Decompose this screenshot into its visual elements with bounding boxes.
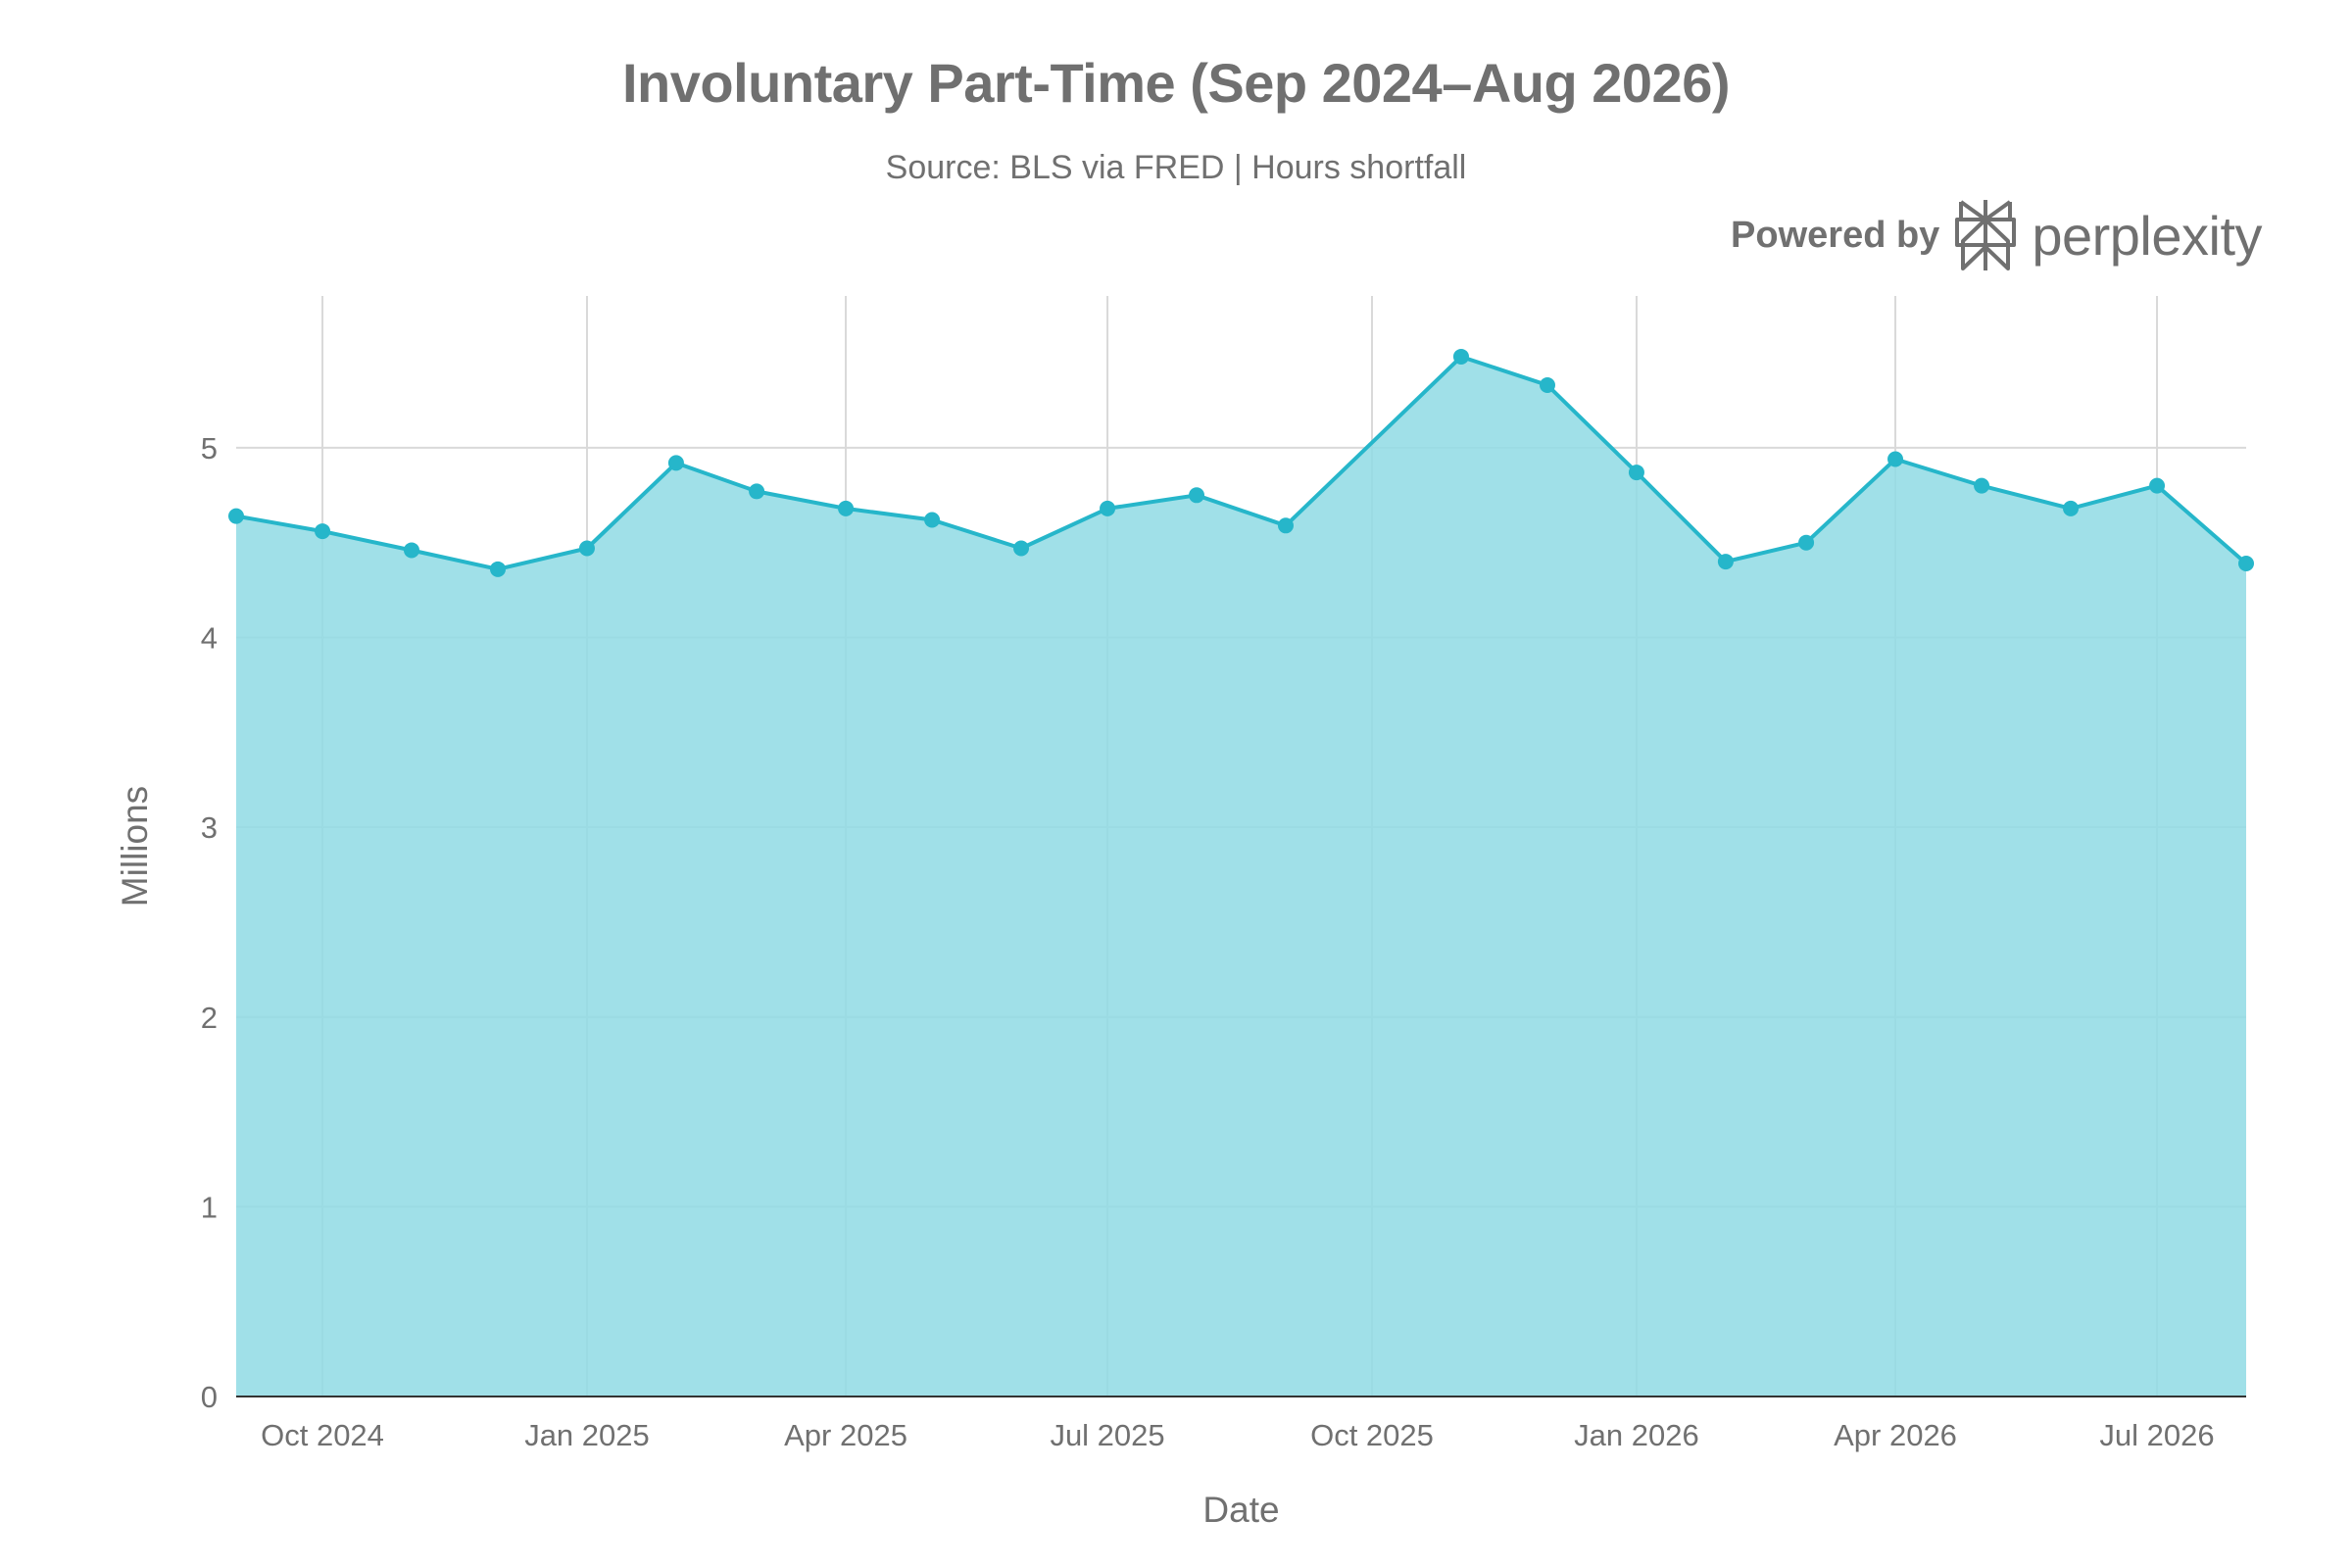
data-point — [749, 483, 765, 500]
data-point — [1277, 517, 1294, 534]
data-point — [1717, 554, 1734, 570]
data-point — [578, 540, 595, 557]
y-tick-label: 1 — [201, 1190, 218, 1224]
data-point — [403, 542, 419, 559]
data-point — [1013, 540, 1030, 557]
x-tick-label: Apr 2026 — [1834, 1418, 1957, 1452]
y-tick-label: 4 — [201, 621, 218, 656]
data-point — [315, 523, 331, 540]
data-point — [228, 508, 244, 524]
plot-area — [228, 348, 2254, 1396]
y-tick-label: 3 — [201, 810, 218, 845]
y-tick-label: 2 — [201, 1001, 218, 1035]
y-tick-label: 0 — [201, 1380, 218, 1414]
data-point — [924, 512, 941, 528]
powered-by-label: Powered by — [1731, 214, 1940, 256]
x-tick-label: Oct 2025 — [1310, 1418, 1434, 1452]
data-point — [838, 500, 855, 516]
x-tick-label: Jan 2025 — [524, 1418, 650, 1452]
powered-by-branding[interactable]: Powered by perplexity — [1731, 196, 2262, 274]
x-tick-label: Jul 2026 — [2099, 1418, 2214, 1452]
x-tick-label: Jul 2025 — [1050, 1418, 1164, 1452]
data-point — [2149, 477, 2166, 494]
y-tick-label: 5 — [201, 431, 218, 466]
data-point — [1539, 377, 1555, 394]
chart-subtitle: Source: BLS via FRED | Hours shortfall — [885, 149, 1467, 186]
perplexity-wordmark: perplexity — [2032, 204, 2262, 267]
data-point — [1452, 348, 1469, 365]
chart-title: Involuntary Part-Time (Sep 2024–Aug 2026… — [622, 52, 1731, 114]
perplexity-logo-icon — [1955, 200, 2017, 270]
data-point — [1887, 451, 1904, 467]
data-point — [2238, 556, 2254, 572]
data-point — [1100, 500, 1116, 516]
data-point — [1628, 465, 1644, 481]
axis-ticks: 0 1 2 3 4 5 Oct 2024 Jan 2025 Apr 2025 Jul 2025 Oc… — [201, 431, 2215, 1452]
x-tick-label: Jan 2026 — [1574, 1418, 1699, 1452]
data-point — [1798, 534, 1815, 551]
data-point — [2063, 500, 2080, 516]
data-point — [1974, 477, 1990, 494]
y-axis-title: Millions — [115, 786, 155, 906]
data-point — [490, 561, 507, 577]
x-tick-label: Apr 2025 — [784, 1418, 907, 1452]
x-axis-title: Date — [1202, 1490, 1279, 1530]
data-point — [667, 455, 684, 471]
data-point — [1189, 487, 1205, 504]
area-fill — [236, 357, 2246, 1396]
x-tick-label: Oct 2024 — [261, 1418, 384, 1452]
